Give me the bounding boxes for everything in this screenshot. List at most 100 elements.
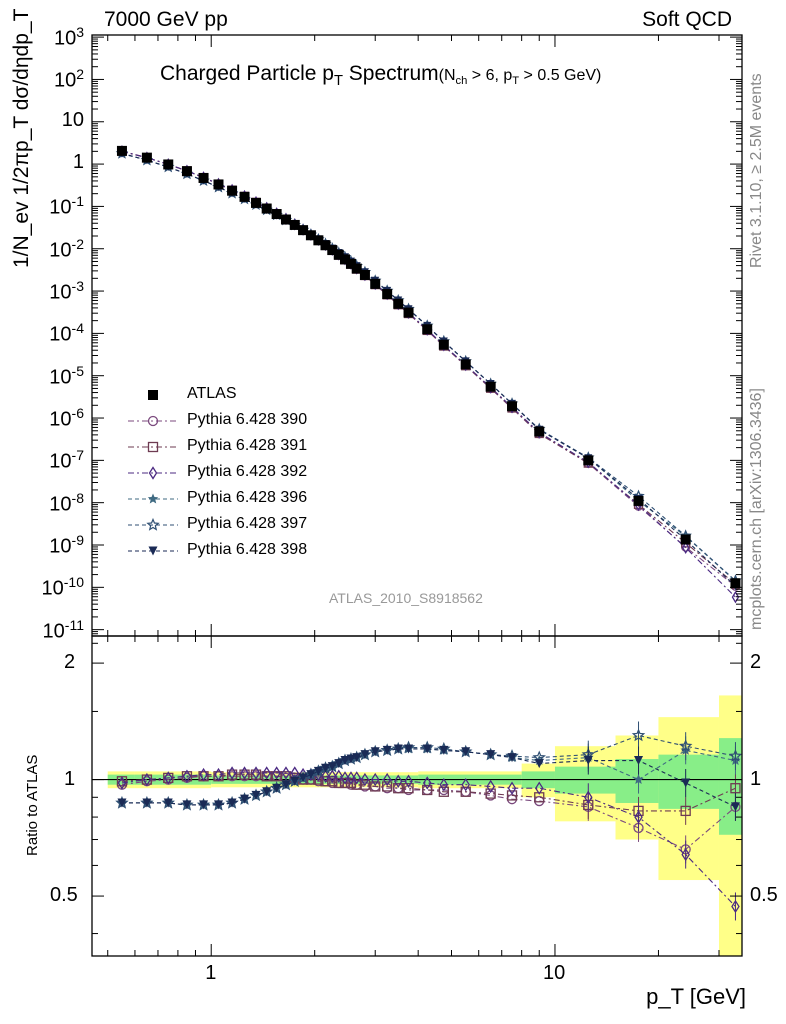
y-tick-label: 10-2	[49, 235, 84, 262]
series-point-ratio	[382, 772, 392, 787]
atlas-point	[313, 235, 324, 246]
series-point-ratio	[261, 771, 272, 782]
atlas-point	[289, 219, 300, 230]
series-point-ratio	[199, 800, 209, 810]
atlas-point	[339, 254, 350, 265]
series-point-ratio	[534, 759, 544, 769]
series-point-ratio	[584, 790, 593, 804]
atlas-point	[382, 289, 393, 300]
series-point-ratio	[142, 798, 152, 808]
atlas-point	[181, 166, 192, 177]
series-point-ratio	[262, 766, 271, 780]
series-point-ratio	[461, 777, 470, 792]
series-point-ratio	[340, 771, 350, 785]
series-point-ratio	[345, 777, 357, 789]
ratio-tick-label-right: 2	[750, 651, 762, 674]
series-point-ratio	[182, 769, 192, 783]
series-point-ratio	[290, 776, 300, 786]
atlas-point	[261, 203, 272, 214]
y-tick-label: 10-8	[49, 489, 84, 516]
legend-marker	[147, 415, 159, 427]
series-point-ratio	[352, 753, 362, 763]
y-tick-label: 10-1	[49, 193, 84, 220]
legend-marker	[147, 493, 159, 504]
series-point-ratio	[422, 744, 432, 754]
series-point-ratio	[117, 798, 127, 808]
legend-marker	[148, 466, 158, 480]
series-point-ratio	[340, 756, 350, 766]
series-point-ratio	[272, 783, 282, 793]
y-tick-label: 10-9	[49, 532, 84, 558]
legend-marker	[146, 517, 160, 531]
series-point-ratio	[320, 776, 331, 787]
atlas-point	[680, 534, 691, 545]
series-point-ratio	[422, 776, 432, 790]
series-point-ratio	[461, 747, 471, 757]
atlas-point	[227, 185, 238, 196]
series-point-main	[681, 541, 690, 554]
atlas-point	[327, 245, 338, 256]
series-point-ratio	[240, 794, 250, 804]
series-point-ratio	[370, 772, 380, 787]
atlas-point	[116, 145, 127, 156]
series-point-ratio	[333, 777, 344, 789]
series-point-ratio	[678, 739, 693, 752]
legend-marker	[148, 390, 158, 400]
series-point-ratio	[633, 774, 644, 785]
atlas-point	[163, 159, 174, 170]
series-point-ratio	[227, 798, 237, 808]
ratio-tick-label: 1	[64, 767, 76, 790]
series-point-ratio	[163, 771, 173, 785]
legend-label: Pythia 6.428 397	[187, 515, 308, 532]
atlas-point	[239, 191, 250, 202]
axes-frames	[91, 34, 743, 957]
atlas-point	[460, 359, 471, 370]
atlas-point	[320, 240, 331, 251]
series-point-ratio	[182, 800, 192, 810]
series-point-ratio	[534, 781, 544, 795]
series-point-ratio	[327, 762, 337, 772]
ratio-panel	[92, 695, 742, 956]
series-point-ratio	[214, 767, 223, 782]
ratio-tick-label: 0.5	[50, 884, 78, 907]
atlas-point	[485, 381, 496, 392]
ratio-tick-label-right: 0.5	[750, 884, 778, 907]
x-tick-label: 1	[205, 962, 217, 984]
series-point-ratio	[199, 767, 208, 782]
y-tick-label: 10-6	[49, 405, 84, 431]
series-point-ratio	[313, 766, 323, 776]
y-axis-label-main: 1/N_ev 1/2πp_T dσ/dηdp_T	[10, 8, 33, 268]
ratio-tick-label-right: 1	[750, 767, 762, 790]
series-point-ratio	[728, 749, 743, 762]
series-point-ratio	[272, 766, 281, 780]
atlas-point	[141, 152, 152, 163]
series-point-ratio	[346, 771, 356, 785]
series-point-ratio	[370, 781, 381, 792]
y-tick-label: 10-4	[49, 320, 84, 347]
atlas-point	[438, 339, 449, 350]
atlas-point	[507, 401, 518, 412]
series-point-ratio	[730, 802, 740, 812]
legend-marker	[148, 546, 158, 556]
atlas-point	[351, 263, 362, 274]
atlas-point	[271, 209, 282, 220]
header-left: 7000 GeV pp	[104, 8, 228, 31]
legend-label: Pythia 6.428 390	[187, 411, 308, 428]
atlas-point	[280, 214, 291, 225]
series-point-ratio	[393, 783, 404, 794]
ratio-tick-label: 2	[64, 651, 76, 674]
legend-label: Pythia 6.428 396	[187, 489, 308, 506]
series-point-ratio	[213, 800, 223, 810]
atlas-point	[333, 249, 344, 260]
series-point-ratio	[404, 774, 413, 788]
series-point-ratio	[346, 754, 356, 764]
series-point-ratio	[439, 777, 449, 792]
series-point-ratio	[321, 769, 330, 783]
series-point-ratio	[359, 779, 371, 790]
atlas-point	[730, 578, 741, 589]
legend-marker	[147, 441, 159, 453]
y-tick-label: 103	[53, 24, 84, 50]
atlas-point	[359, 269, 370, 280]
atlas-point	[213, 179, 224, 190]
